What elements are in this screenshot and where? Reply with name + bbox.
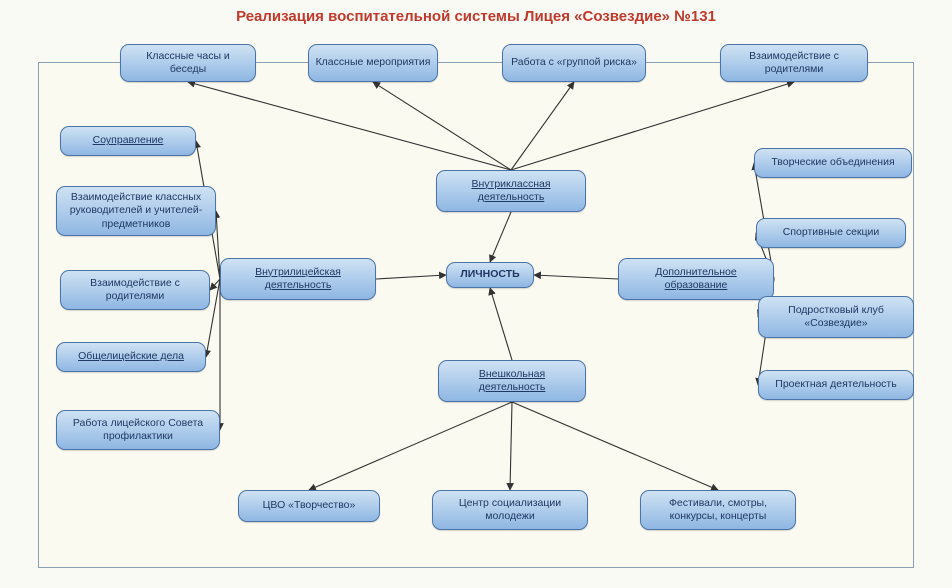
- node-label: Соуправление: [93, 134, 164, 147]
- node-label: Классные часы и беседы: [127, 50, 249, 76]
- node-label: Центр социализации молодежи: [439, 497, 581, 523]
- node-hub_left: Внутрилицейская деятельность: [220, 258, 376, 300]
- node-top3: Работа с «группой риска»: [502, 44, 646, 82]
- node-left2: Взаимодействие классных руководителей и …: [56, 186, 216, 236]
- node-right4: Проектная деятельность: [758, 370, 914, 400]
- node-top1: Классные часы и беседы: [120, 44, 256, 82]
- node-top2: Классные мероприятия: [308, 44, 438, 82]
- node-label: Общелицейские дела: [78, 350, 184, 363]
- node-right3: Подростковый клуб «Созвездие»: [758, 296, 914, 338]
- node-center: ЛИЧНОСТЬ: [446, 262, 534, 288]
- node-bot1: ЦВО «Творчество»: [238, 490, 380, 522]
- node-label: ЦВО «Творчество»: [263, 499, 356, 512]
- node-bot3: Фестивали, смотры, конкурсы, концерты: [640, 490, 796, 530]
- node-left1: Соуправление: [60, 126, 196, 156]
- node-label: Подростковый клуб «Созвездие»: [765, 304, 907, 330]
- node-label: Взаимодействие классных руководителей и …: [63, 191, 209, 230]
- node-hub_right: Дополнительное образование: [618, 258, 774, 300]
- node-label: ЛИЧНОСТЬ: [460, 268, 519, 281]
- node-left5: Работа лицейского Совета профилактики: [56, 410, 220, 450]
- node-label: Внутриклассная деятельность: [443, 178, 579, 204]
- node-hub_top: Внутриклассная деятельность: [436, 170, 586, 212]
- node-label: Творческие объединения: [771, 156, 894, 169]
- node-left3: Взаимодействие с родителями: [60, 270, 210, 310]
- node-hub_bottom: Внешкольная деятельность: [438, 360, 586, 402]
- node-label: Взаимодействие с родителями: [67, 277, 203, 303]
- node-bot2: Центр социализации молодежи: [432, 490, 588, 530]
- node-label: Дополнительное образование: [625, 266, 767, 292]
- node-left4: Общелицейские дела: [56, 342, 206, 372]
- node-label: Взаимодействие с родителями: [727, 50, 861, 76]
- node-right1: Творческие объединения: [754, 148, 912, 178]
- node-label: Работа с «группой риска»: [511, 56, 637, 69]
- node-label: Внешкольная деятельность: [445, 368, 579, 394]
- node-label: Фестивали, смотры, конкурсы, концерты: [647, 497, 789, 523]
- node-label: Спортивные секции: [783, 226, 880, 239]
- node-label: Классные мероприятия: [316, 56, 431, 69]
- node-right2: Спортивные секции: [756, 218, 906, 248]
- node-label: Внутрилицейская деятельность: [227, 266, 369, 292]
- node-label: Работа лицейского Совета профилактики: [63, 417, 213, 443]
- diagram-title: Реализация воспитательной системы Лицея …: [0, 0, 952, 25]
- node-label: Проектная деятельность: [775, 378, 896, 391]
- node-top4: Взаимодействие с родителями: [720, 44, 868, 82]
